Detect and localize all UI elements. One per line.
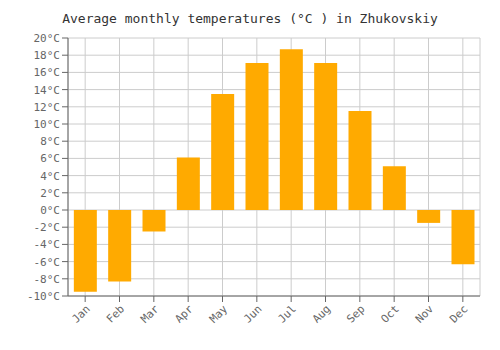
svg-text:Jul: Jul <box>276 302 299 325</box>
svg-text:10°C: 10°C <box>34 118 61 131</box>
svg-text:16°C: 16°C <box>34 66 61 79</box>
svg-text:14°C: 14°C <box>34 84 61 97</box>
svg-text:8°C: 8°C <box>40 135 60 148</box>
svg-text:-8°C: -8°C <box>34 273 61 286</box>
svg-text:20°C: 20°C <box>34 32 61 45</box>
svg-text:Oct: Oct <box>379 302 402 325</box>
svg-text:-10°C: -10°C <box>27 290 60 303</box>
svg-text:-4°C: -4°C <box>34 238 61 251</box>
svg-text:Feb: Feb <box>104 302 127 325</box>
svg-text:-6°C: -6°C <box>34 256 61 269</box>
svg-text:Sep: Sep <box>344 302 367 325</box>
svg-text:2°C: 2°C <box>40 187 60 200</box>
svg-text:12°C: 12°C <box>34 101 61 114</box>
svg-text:Nov: Nov <box>413 302 437 326</box>
html-text:Average monthly temperatures (: Average monthly temperatures (°C ) in Zh… <box>62 11 438 26</box>
svg-text:-2°C: -2°C <box>34 221 61 234</box>
svg-text:18°C: 18°C <box>34 49 61 62</box>
svg-text:6°C: 6°C <box>40 152 60 165</box>
svg-text:4°C: 4°C <box>40 170 60 183</box>
svg-text:Aug: Aug <box>310 302 333 325</box>
svg-text:Apr: Apr <box>173 302 197 326</box>
svg-text:May: May <box>207 302 231 326</box>
svg-text:Jun: Jun <box>241 302 264 325</box>
svg-text:Dec: Dec <box>447 302 470 325</box>
svg-text:Mar: Mar <box>138 302 162 326</box>
svg-text:0°C: 0°C <box>40 204 60 217</box>
svg-text:Jan: Jan <box>70 302 93 325</box>
